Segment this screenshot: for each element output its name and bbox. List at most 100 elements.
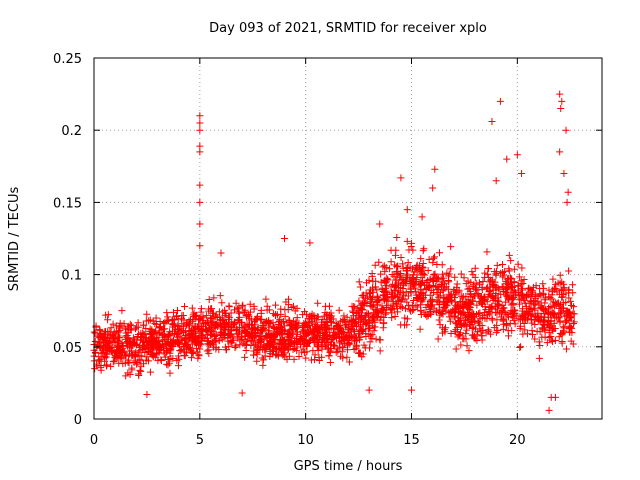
data-point <box>556 148 564 156</box>
data-point <box>332 348 340 356</box>
data-point <box>365 276 373 284</box>
data-point <box>517 296 525 304</box>
data-point <box>416 281 424 289</box>
y-tick-label: 0.25 <box>53 52 82 67</box>
data-point <box>429 184 437 192</box>
data-point <box>492 270 500 278</box>
data-point <box>229 333 237 341</box>
data-point <box>499 325 507 333</box>
data-point <box>365 386 373 394</box>
data-point <box>491 284 499 292</box>
data-point <box>236 341 244 349</box>
y-axis-label: SRMTID / TECUs <box>7 187 22 292</box>
data-point <box>539 305 547 313</box>
data-point <box>420 245 428 253</box>
data-point <box>212 321 220 329</box>
data-point <box>548 336 556 344</box>
data-point <box>419 290 427 298</box>
data-point <box>141 348 149 356</box>
data-point <box>363 300 371 308</box>
data-point <box>278 347 286 355</box>
data-point <box>181 302 189 310</box>
data-point <box>520 320 528 328</box>
data-point <box>387 305 395 313</box>
data-point <box>312 331 320 339</box>
data-point <box>189 330 197 338</box>
data-point <box>509 288 517 296</box>
data-point <box>471 264 479 272</box>
data-point <box>278 326 286 334</box>
data-point <box>170 316 178 324</box>
data-point <box>145 317 153 325</box>
data-point <box>558 307 566 315</box>
data-point <box>365 324 373 332</box>
data-point <box>164 313 172 321</box>
data-point <box>408 301 416 309</box>
data-point <box>340 312 348 320</box>
data-point <box>494 326 502 334</box>
data-point <box>218 299 226 307</box>
data-point <box>470 312 478 320</box>
data-point <box>191 339 199 347</box>
data-point <box>528 327 536 335</box>
data-point <box>227 327 235 335</box>
data-point <box>506 319 514 327</box>
data-point <box>126 371 134 379</box>
data-point <box>521 299 529 307</box>
data-point <box>531 335 539 343</box>
data-point <box>383 297 391 305</box>
data-point <box>518 264 526 272</box>
data-point <box>117 355 125 363</box>
data-point <box>100 330 108 338</box>
data-point <box>502 277 510 285</box>
data-point <box>535 354 543 362</box>
data-point <box>513 151 521 159</box>
data-point <box>371 318 379 326</box>
data-point <box>549 337 557 345</box>
data-point <box>286 326 294 334</box>
data-point <box>478 322 486 330</box>
data-point <box>528 312 536 320</box>
data-point <box>438 270 446 278</box>
data-point <box>531 304 539 312</box>
data-point <box>146 368 154 376</box>
data-point <box>527 306 535 314</box>
data-point <box>476 298 484 306</box>
data-point <box>447 243 455 251</box>
data-point <box>234 334 242 342</box>
data-point <box>467 299 475 307</box>
data-point <box>387 246 395 254</box>
data-point <box>419 247 427 255</box>
data-point <box>368 313 376 321</box>
data-point <box>337 352 345 360</box>
data-point <box>196 126 204 134</box>
data-point <box>453 280 461 288</box>
data-point <box>192 337 200 345</box>
data-point <box>257 306 265 314</box>
data-point <box>127 322 135 330</box>
data-point <box>516 344 524 352</box>
data-point <box>536 285 544 293</box>
data-point <box>483 298 491 306</box>
data-point <box>433 298 441 306</box>
data-point <box>355 330 363 338</box>
data-point <box>140 360 148 368</box>
data-point <box>459 310 467 318</box>
data-point <box>234 305 242 313</box>
data-point <box>166 349 174 357</box>
data-point <box>488 305 496 313</box>
data-point <box>509 299 517 307</box>
data-point <box>532 282 540 290</box>
data-point <box>125 343 133 351</box>
data-point <box>427 296 435 304</box>
data-point <box>570 310 578 318</box>
data-point <box>391 282 399 290</box>
data-point <box>498 301 506 309</box>
data-point <box>480 293 488 301</box>
data-point <box>178 337 186 345</box>
data-point <box>403 276 411 284</box>
data-point <box>510 265 518 273</box>
data-point <box>241 329 249 337</box>
data-point <box>465 347 473 355</box>
data-point <box>365 290 373 298</box>
